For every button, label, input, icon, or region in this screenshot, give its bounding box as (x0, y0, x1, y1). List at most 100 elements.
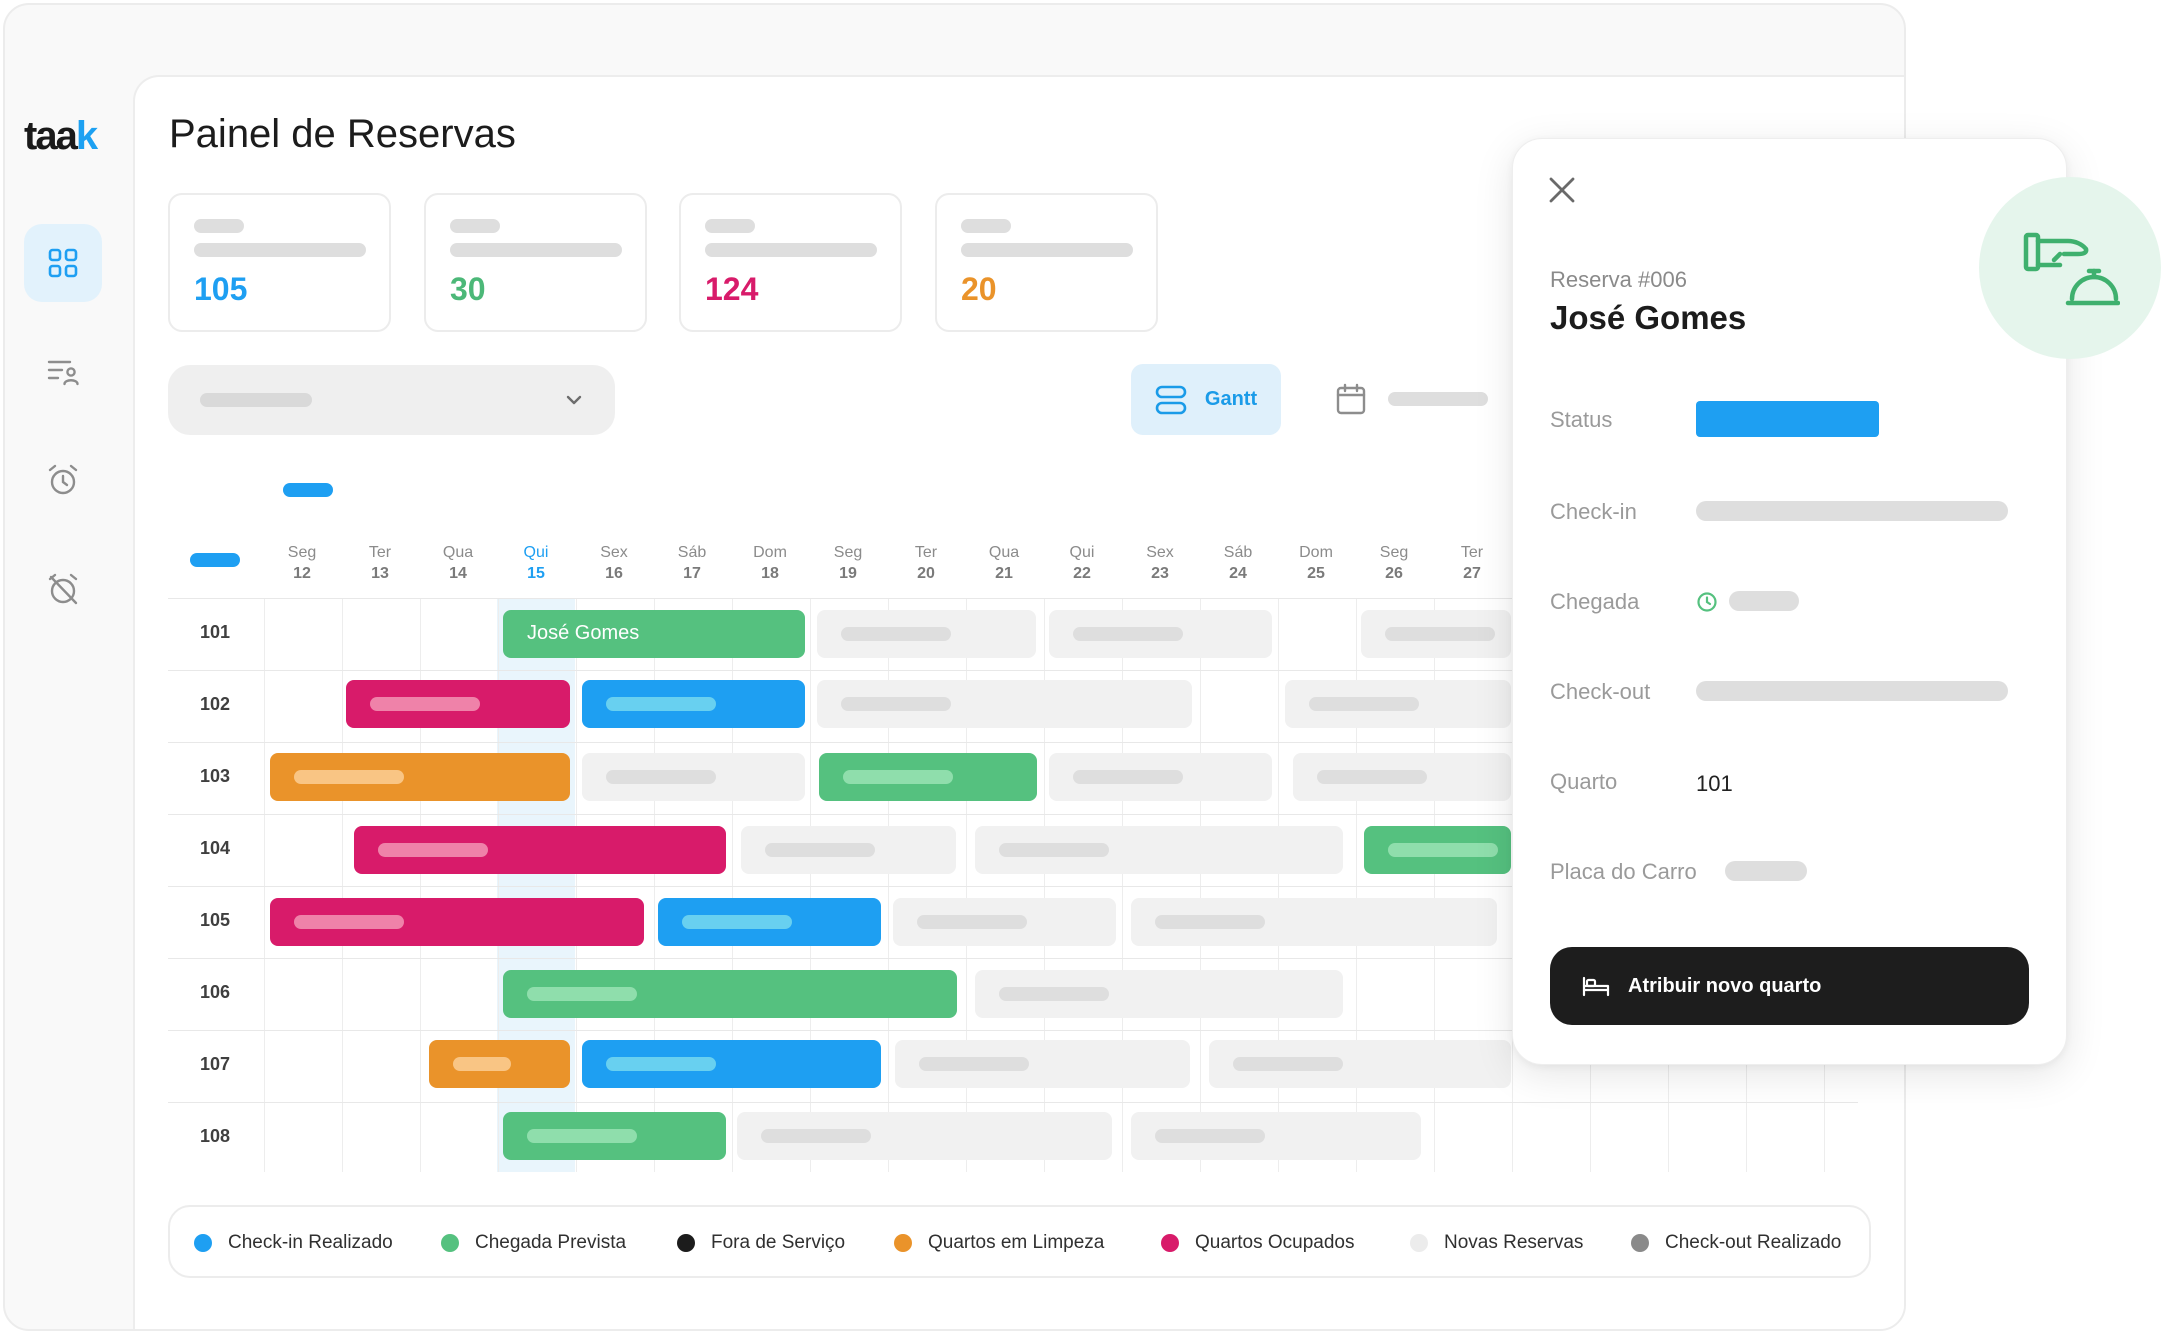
arrival-label: Chegada (1550, 589, 1640, 614)
date-range-placeholder[interactable] (1388, 392, 1488, 406)
legend-item: Check-in Realizado (194, 1231, 393, 1255)
sidebar-item-alarm-off[interactable] (24, 550, 102, 628)
booking-bar[interactable] (270, 753, 570, 801)
grid-line (654, 598, 655, 1172)
booking-bar[interactable] (346, 680, 570, 728)
chevron-down-icon (566, 395, 582, 405)
gantt-view-label: Gantt (1204, 388, 1258, 410)
checkout-value (1696, 681, 2008, 701)
calendar-icon[interactable] (1336, 383, 1366, 415)
arrival-value (1729, 591, 1799, 611)
reservation-number: Reserva #006 (1550, 267, 1687, 292)
legend-dot (194, 1234, 212, 1252)
booking-bar[interactable] (1049, 610, 1272, 658)
booking-bar[interactable] (270, 898, 644, 946)
checkin-value (1696, 501, 2008, 521)
skeleton-line (450, 219, 500, 233)
legend-item: Fora de Serviço (677, 1231, 845, 1255)
alarm-off-icon (48, 573, 78, 605)
stat-card[interactable]: 20 (935, 193, 1158, 332)
reservation-detail-panel: Reserva #006 José Gomes Status Check-in … (1512, 138, 2067, 1065)
grid-line (342, 598, 343, 1172)
row-line (168, 814, 1858, 815)
booking-bar[interactable] (582, 680, 805, 728)
booking-bar[interactable] (895, 1040, 1190, 1088)
stat-value: 105 (194, 271, 248, 307)
skeleton-line (450, 243, 622, 257)
room-label: 101 (200, 622, 231, 642)
sidebar-item-alarm[interactable] (24, 441, 102, 519)
booking-bar[interactable] (741, 826, 956, 874)
room-label: 108 (200, 1126, 231, 1146)
booking-bar[interactable] (819, 753, 1037, 801)
row-line (168, 1102, 1858, 1103)
booking-bar-selected[interactable]: José Gomes (503, 610, 805, 658)
booking-bar[interactable] (1285, 680, 1511, 728)
stat-card[interactable]: 105 (168, 193, 391, 332)
sidebar-item-dashboard[interactable] (24, 224, 102, 302)
gantt-view-button[interactable]: Gantt (1131, 364, 1281, 435)
booking-bar[interactable] (1209, 1040, 1511, 1088)
booking-bar[interactable] (503, 1112, 726, 1160)
room-value: 101 (1696, 771, 1733, 796)
stat-card[interactable]: 124 (679, 193, 902, 332)
concierge-bell-icon (2023, 232, 2120, 306)
legend-item: Check-out Realizado (1631, 1231, 1841, 1255)
checkin-label: Check-in (1550, 499, 1637, 524)
day-header: Qua 14 (442, 544, 474, 582)
day-header: Ter 20 (914, 544, 938, 582)
booking-bar[interactable] (503, 970, 957, 1018)
day-header: Sex 16 (600, 544, 628, 582)
stat-value: 20 (961, 271, 997, 307)
concierge-badge (1979, 177, 2161, 359)
booking-bar[interactable] (1049, 753, 1272, 801)
booking-bar[interactable] (658, 898, 881, 946)
grid-line (1200, 598, 1201, 1172)
grid-line (966, 598, 967, 1172)
booking-bar[interactable] (975, 826, 1343, 874)
legend-item: Novas Reservas (1410, 1231, 1583, 1255)
room-label: 106 (200, 982, 231, 1002)
booking-bar[interactable] (1293, 753, 1511, 801)
clock-icon (1697, 592, 1717, 612)
grid-line (1278, 598, 1279, 1172)
skeleton-line (194, 219, 244, 233)
day-header: Ter 27 (1460, 544, 1484, 582)
alarm-clock-icon (48, 464, 78, 495)
legend-dot (1161, 1234, 1179, 1252)
dropdown-placeholder (200, 393, 312, 407)
month-indicator (283, 483, 333, 497)
stat-card[interactable]: 30 (424, 193, 647, 332)
sidebar-item-guests[interactable] (24, 333, 102, 411)
row-line (168, 742, 1858, 743)
booking-bar[interactable] (582, 1040, 881, 1088)
booking-bar[interactable] (582, 753, 805, 801)
booking-bar[interactable] (737, 1112, 1112, 1160)
grid-line (732, 598, 733, 1172)
booking-bar[interactable] (817, 680, 1192, 728)
day-header: Seg 26 (1379, 544, 1409, 582)
legend-item: Quartos Ocupados (1161, 1231, 1354, 1255)
booking-bar[interactable] (429, 1040, 570, 1088)
assign-room-button[interactable]: Atribuir novo quarto (1550, 947, 2029, 1025)
booking-bar[interactable] (1131, 898, 1497, 946)
booking-bar[interactable] (1131, 1112, 1421, 1160)
rooms-header-indicator (190, 553, 240, 567)
user-list-icon (47, 360, 79, 386)
booking-bar[interactable] (975, 970, 1343, 1018)
close-icon[interactable] (1547, 175, 1577, 205)
booking-bar[interactable] (354, 826, 726, 874)
filter-dropdown[interactable] (168, 365, 615, 435)
day-header: Sáb 24 (1223, 544, 1253, 582)
skeleton-line (194, 243, 366, 257)
grid-line (264, 598, 265, 1172)
grid-line (576, 598, 577, 1172)
grid-line (420, 598, 421, 1172)
gantt-icon (1155, 385, 1187, 414)
booking-bar[interactable] (893, 898, 1116, 946)
booking-bar[interactable] (1361, 610, 1511, 658)
booking-bar[interactable] (1364, 826, 1511, 874)
checkout-label: Check-out (1550, 679, 1651, 704)
day-header: Ter 13 (368, 544, 392, 582)
booking-bar[interactable] (817, 610, 1036, 658)
